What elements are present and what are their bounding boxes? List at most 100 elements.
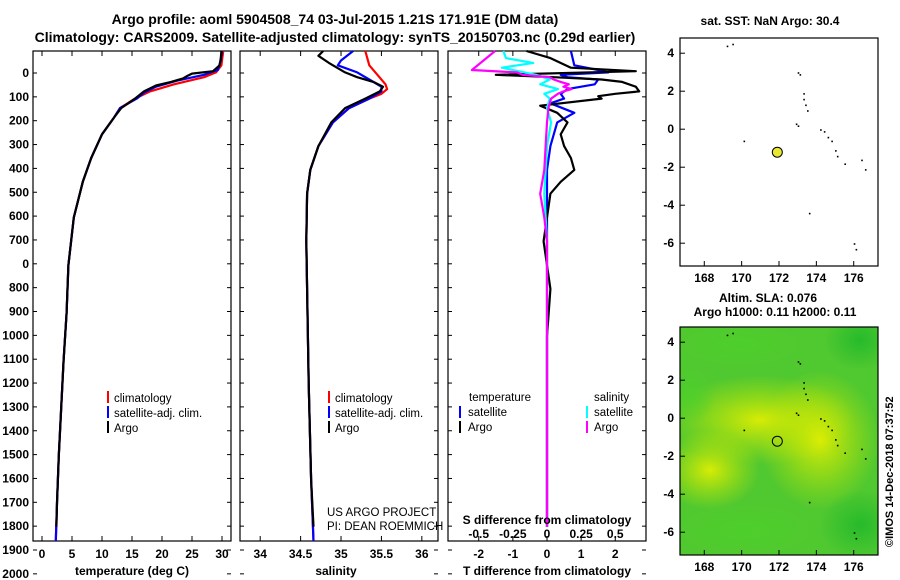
sla-map-ticks: 168 170 172 174 176 4 2 0 -2 -4 -6 [663,335,864,574]
depth-tick-label: 2000 [2,567,29,580]
map-x-tick-label: 170 [732,560,752,574]
x2-tick-label: -0.25 [499,527,527,541]
island-marker [827,136,830,139]
map-y-tick-label: 4 [667,335,674,349]
sst-map-ticks: 168 170 172 174 176 4 2 0 -2 -4 -6 [663,46,864,285]
sla-low-region [820,490,878,555]
series-line-temperature-satellite [545,50,610,527]
sla-low-region [680,365,715,425]
x-tick-label: 25 [185,547,199,561]
depth-tick-label: 0 [22,66,29,80]
legend-argo: Argo [335,423,359,435]
map-x-tick-label: 168 [694,271,714,285]
island-marker [823,131,826,133]
depth-tick-label: 400 [9,161,29,175]
salinity-x-ticks: 34 34.5 35 35.5 36 [254,51,429,561]
difference-curves [470,49,641,527]
map-y-tick-label: 0 [667,122,674,136]
island-marker [726,334,729,337]
series-line-argo [305,50,385,527]
map-y-tick-label: 2 [667,373,674,387]
sla-low-region [680,327,810,370]
map-y-tick-label: -2 [663,449,674,463]
series-line-satellite-adj-clim- [54,50,224,542]
depth-tick-label: 1800 [2,519,29,533]
island-marker [844,452,846,454]
island-marker [836,444,839,447]
island-marker [743,140,746,143]
island-marker [807,110,809,112]
sla-low-region [825,327,878,370]
sla-heatmap [680,327,878,555]
temperature-curves [54,50,225,542]
map-y-tick-label: -6 [663,525,674,539]
series-line-climatology [54,50,225,542]
x-tick-label: 36 [415,547,429,561]
legend-satellite: satellite-adj. clim. [114,408,202,420]
temperature-legend: climatology satellite-adj. clim. Argo [107,391,202,435]
map-x-tick-label: 170 [732,271,752,285]
x-tick-label: 5 [69,547,76,561]
project-annotation-line2: PI: DEAN ROEMMICH [327,521,443,533]
island-marker [855,537,858,540]
depth-tick-label: 300 [9,138,29,152]
island-marker [799,363,802,365]
depth-tick-label: 1900 [2,543,29,557]
x-tick-label: 15 [125,547,139,561]
map-x-tick-label: 174 [806,560,826,574]
island-marker [855,248,858,251]
x2-tick-label: 0 [544,527,551,541]
map-x-tick-label: 176 [844,271,864,285]
x-tick-label: 34.5 [289,547,313,561]
sla-low-region [680,500,825,555]
sst-map-title: sat. SST: NaN Argo: 30.4 [701,14,840,28]
map-y-tick-label: 2 [667,84,674,98]
depth-tick-label: 1500 [2,448,29,462]
island-marker [797,125,800,127]
legend-t-argo: Argo [468,422,492,434]
island-marker [803,93,805,95]
x2-tick-label: 0.25 [569,527,593,541]
figure-title-line2: Climatology: CARS2009. Satellite-adjuste… [35,29,636,45]
x-tick-label: 0 [39,547,46,561]
depth-tick-label: 1700 [2,495,29,509]
legend-s-satellite: satellite [594,407,633,419]
map-y-tick-label: -2 [663,160,674,174]
x-tick-label: 30 [215,547,229,561]
depth-tick-label: 100 [9,90,29,104]
float-position-marker [771,146,783,158]
x2-tick-label: -0.5 [468,527,489,541]
island-marker [808,212,811,215]
map-y-tick-label: -6 [663,236,674,250]
island-marker [864,458,867,460]
legend-climatology: climatology [335,393,393,405]
island-marker [820,129,822,131]
island-marker [797,361,800,363]
map-x-tick-label: 176 [844,560,864,574]
island-marker [831,140,833,143]
imos-credit: ©IMOS 14-Dec-2018 07:37:52 [884,396,896,547]
legend-salinity-title: salinity [594,392,629,404]
island-marker [732,43,734,46]
map-y-tick-label: 0 [667,411,674,425]
depth-tick-label: 1600 [2,471,29,485]
map-x-tick-label: 174 [806,271,826,285]
depth-tick-label: 1000 [2,328,29,342]
difference-x-ticks: -2 -1 0 1 2 [473,51,619,561]
series-line-climatology [305,50,389,542]
salinity-panel [239,50,439,542]
depth-tick-label: 900 [9,305,29,319]
island-marker [831,429,833,432]
island-marker [803,382,805,384]
legend-s-argo: Argo [594,422,618,434]
island-marker [808,501,811,504]
legend-t-satellite: satellite [468,407,507,419]
island-marker [803,98,805,101]
legend-temperature-title: temperature [469,392,531,404]
series-line-argo [55,50,223,527]
sla-high-region [760,370,878,510]
x-tick-label: 1 [578,547,585,561]
x-tick-label: 34 [254,547,268,561]
island-marker [797,414,800,416]
difference-legend: temperature satellite Argo salinity sate… [459,392,633,434]
